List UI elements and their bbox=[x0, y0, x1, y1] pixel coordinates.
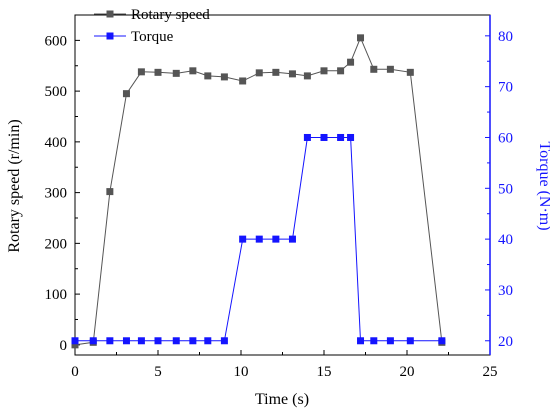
y-left-tick-label-6: 600 bbox=[45, 33, 68, 49]
point-rotary-speed-0 bbox=[71, 341, 79, 349]
y-right-tick-label-3: 50 bbox=[498, 181, 513, 197]
point-torque-22 bbox=[438, 337, 446, 345]
point-rotary-speed-16 bbox=[337, 67, 345, 75]
point-torque-7 bbox=[189, 337, 197, 345]
point-rotary-speed-14 bbox=[303, 72, 311, 80]
point-rotary-speed-2 bbox=[106, 188, 114, 196]
point-rotary-speed-17 bbox=[347, 58, 355, 66]
y-right-tick-label-1: 30 bbox=[498, 283, 513, 299]
y-left-tick-label-1: 100 bbox=[45, 287, 68, 303]
y-left-tick-label-4: 400 bbox=[45, 135, 68, 151]
y-left-tick-label-2: 200 bbox=[45, 236, 68, 252]
point-rotary-speed-18 bbox=[357, 34, 365, 42]
legend-marker-rotary-speed bbox=[106, 10, 114, 18]
series-line-rotary-speed bbox=[74, 36, 443, 346]
y-right-tick-label-6: 80 bbox=[498, 29, 513, 45]
point-rotary-speed-19 bbox=[370, 65, 378, 73]
point-torque-5 bbox=[154, 337, 162, 345]
x-tick-label-2: 10 bbox=[234, 364, 249, 380]
point-rotary-speed-12 bbox=[272, 68, 280, 76]
y-left-tick-label-0: 0 bbox=[60, 338, 68, 354]
point-rotary-speed-11 bbox=[255, 69, 263, 77]
point-torque-3 bbox=[122, 337, 130, 345]
point-rotary-speed-7 bbox=[189, 67, 197, 75]
x-tick-label-4: 20 bbox=[400, 364, 415, 380]
y-axis-right-title: Torque (N·m) bbox=[536, 141, 550, 230]
point-torque-2 bbox=[106, 337, 114, 345]
y-left-tick-label-5: 500 bbox=[45, 84, 68, 100]
point-rotary-speed-15 bbox=[320, 67, 328, 75]
point-rotary-speed-9 bbox=[220, 73, 228, 81]
y-axis-right: 20 30 40 50 60 70 80 bbox=[485, 15, 513, 355]
point-torque-1 bbox=[89, 337, 97, 345]
legend-marker-torque bbox=[106, 32, 114, 40]
point-torque-15 bbox=[320, 133, 328, 141]
point-torque-8 bbox=[204, 337, 212, 345]
y-right-tick-label-4: 60 bbox=[498, 130, 513, 146]
y-axis-left: 0 100 200 300 400 500 600 bbox=[45, 33, 80, 354]
y-right-tick-label-0: 20 bbox=[498, 334, 513, 350]
point-torque-0 bbox=[71, 337, 79, 345]
x-tick-label-1: 5 bbox=[154, 364, 162, 380]
point-rotary-speed-20 bbox=[386, 65, 394, 73]
point-torque-11 bbox=[255, 235, 263, 243]
point-torque-12 bbox=[272, 235, 280, 243]
point-rotary-speed-6 bbox=[172, 69, 180, 77]
x-axis-title: Time (s) bbox=[255, 391, 309, 408]
point-rotary-speed-4 bbox=[137, 68, 145, 76]
point-rotary-speed-10 bbox=[239, 77, 247, 85]
plot-area bbox=[74, 14, 491, 356]
legend-label-rotary-speed: Rotary speed bbox=[131, 7, 210, 23]
point-torque-10 bbox=[239, 235, 247, 243]
y-right-tick-label-2: 40 bbox=[498, 232, 513, 248]
point-torque-6 bbox=[172, 337, 180, 345]
point-rotary-speed-5 bbox=[154, 68, 162, 76]
point-torque-18 bbox=[357, 337, 365, 345]
x-tick-label-3: 15 bbox=[317, 364, 332, 380]
point-torque-4 bbox=[137, 337, 145, 345]
point-rotary-speed-8 bbox=[204, 72, 212, 80]
point-torque-13 bbox=[288, 235, 296, 243]
y-axis-left-title: Rotary speed (r/min) bbox=[6, 119, 23, 252]
x-tick-label-0: 0 bbox=[71, 364, 79, 380]
point-torque-19 bbox=[370, 337, 378, 345]
legend: Rotary speed Torque bbox=[94, 7, 210, 45]
legend-label-torque: Torque bbox=[131, 29, 174, 45]
point-torque-9 bbox=[220, 337, 228, 345]
point-torque-20 bbox=[386, 337, 394, 345]
point-torque-16 bbox=[337, 133, 345, 141]
point-rotary-speed-21 bbox=[406, 68, 414, 76]
x-tick-label-5: 25 bbox=[483, 364, 498, 380]
point-torque-17 bbox=[347, 133, 355, 141]
point-torque-14 bbox=[303, 133, 311, 141]
series-layer bbox=[71, 34, 446, 349]
y-left-tick-label-3: 300 bbox=[45, 186, 68, 202]
y-right-tick-label-5: 70 bbox=[498, 80, 513, 96]
point-torque-21 bbox=[406, 337, 414, 345]
x-axis: 0 5 10 15 20 25 bbox=[71, 350, 498, 380]
point-rotary-speed-13 bbox=[288, 70, 296, 78]
point-rotary-speed-3 bbox=[122, 90, 130, 98]
